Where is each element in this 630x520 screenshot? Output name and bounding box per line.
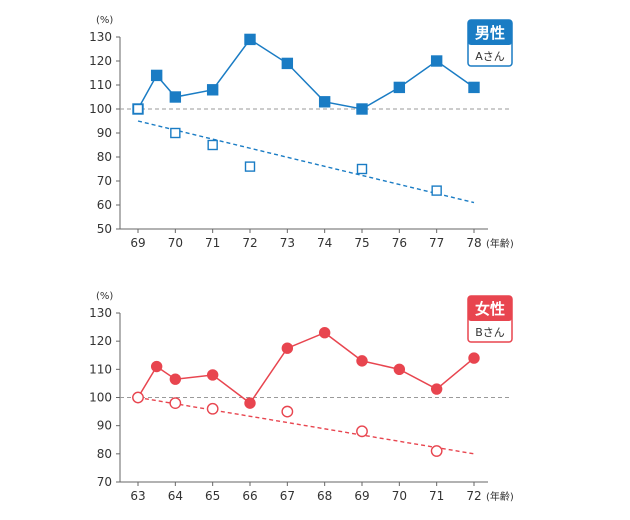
badge-subtitle: Bさん <box>475 326 505 339</box>
x-tick-label: 67 <box>280 489 295 503</box>
x-tick-label: 75 <box>354 236 369 250</box>
y-tick-label: 110 <box>89 362 112 376</box>
data-point-open <box>169 397 182 410</box>
y-tick-label: 70 <box>97 174 112 188</box>
data-point-filled <box>150 69 163 82</box>
data-point-filled <box>318 96 331 108</box>
trend-line <box>137 396 475 455</box>
x-tick-label: 64 <box>168 489 183 503</box>
badge-title: 女性 <box>475 300 505 318</box>
data-point-filled <box>393 363 406 376</box>
x-tick-label: 78 <box>466 236 481 250</box>
y-tick-label: 70 <box>97 475 112 489</box>
badge-subtitle: Aさん <box>475 50 505 63</box>
badge-title: 男性 <box>475 24 505 42</box>
data-point-filled <box>206 84 219 96</box>
badge-header <box>468 20 512 45</box>
y-tick-label: 110 <box>89 78 112 92</box>
y-tick-label: 130 <box>89 306 112 320</box>
badge: 女性 Bさん <box>467 295 513 343</box>
y-tick-label: 90 <box>97 126 112 140</box>
data-point-open <box>207 139 218 151</box>
series-line <box>137 331 475 405</box>
x-tick-label: 72 <box>466 489 481 503</box>
data-point-filled <box>393 81 406 94</box>
x-tick-label: 65 <box>205 489 220 503</box>
data-point-open <box>356 163 368 175</box>
data-point-open <box>244 161 256 172</box>
x-tick-label: 66 <box>242 489 257 503</box>
data-point-filled <box>356 103 368 115</box>
series-line <box>137 38 475 110</box>
trend-line <box>137 120 475 204</box>
data-point-open <box>132 103 144 115</box>
y-unit-label: (%) <box>96 291 113 302</box>
data-point-open <box>356 425 368 438</box>
data-point-filled <box>430 55 443 67</box>
data-point-filled <box>468 81 480 94</box>
data-point-open <box>281 405 294 418</box>
data-point-filled <box>169 91 182 103</box>
data-point-filled <box>281 57 294 70</box>
data-point-filled <box>281 342 294 354</box>
data-point-filled <box>468 352 480 364</box>
x-tick-label: 69 <box>130 236 145 250</box>
x-tick-label: 71 <box>205 236 220 250</box>
x-tick-label: 71 <box>429 489 444 503</box>
x-tick-label: 72 <box>242 236 257 250</box>
data-point-filled <box>430 383 443 395</box>
x-tick-label: 70 <box>168 236 183 250</box>
y-tick-label: 100 <box>89 102 112 116</box>
data-point-filled <box>169 373 182 385</box>
x-tick-label: 69 <box>354 489 369 503</box>
chart-2: 70 80 90 100 110 120 130 (%) 63 64 65 66 67 68 69 70 71 7… <box>89 291 514 503</box>
y-tick-label: 50 <box>97 222 112 236</box>
y-tick-label: 80 <box>97 447 112 461</box>
data-point-filled <box>244 33 256 46</box>
y-tick-label: 120 <box>89 334 112 348</box>
data-point-filled <box>244 397 256 409</box>
data-point-filled <box>356 355 368 367</box>
badge: 男性 Aさん <box>467 19 513 67</box>
data-point-open <box>132 391 144 404</box>
x-tick-label: 77 <box>429 236 444 250</box>
y-tick-label: 130 <box>89 30 112 44</box>
y-tick-label: 90 <box>97 419 112 433</box>
data-point-filled <box>206 369 219 381</box>
data-point-filled <box>150 360 163 373</box>
data-point-open <box>170 127 181 139</box>
x-tick-label: 74 <box>317 236 332 250</box>
y-unit-label: (%) <box>96 15 113 26</box>
x-tick-label: 73 <box>280 236 295 250</box>
data-point-open <box>430 445 443 457</box>
chart-1: 50 60 70 80 90 100 110 120 130 (%) 69 70 71 72 73 74 75 7… <box>89 15 514 250</box>
data-point-open <box>206 402 219 415</box>
x-tick-label: 63 <box>130 489 145 503</box>
y-tick-label: 60 <box>97 198 112 212</box>
x-unit-label: (年齢) <box>486 490 514 503</box>
x-unit-label: (年齢) <box>486 237 514 250</box>
y-tick-label: 120 <box>89 54 112 68</box>
y-tick-label: 80 <box>97 150 112 164</box>
x-tick-label: 68 <box>317 489 332 503</box>
badge-header <box>468 296 512 321</box>
x-tick-label: 70 <box>392 489 407 503</box>
data-point-filled <box>318 327 331 339</box>
x-tick-label: 76 <box>392 236 407 250</box>
y-tick-label: 100 <box>89 391 112 405</box>
data-point-open <box>431 185 442 196</box>
